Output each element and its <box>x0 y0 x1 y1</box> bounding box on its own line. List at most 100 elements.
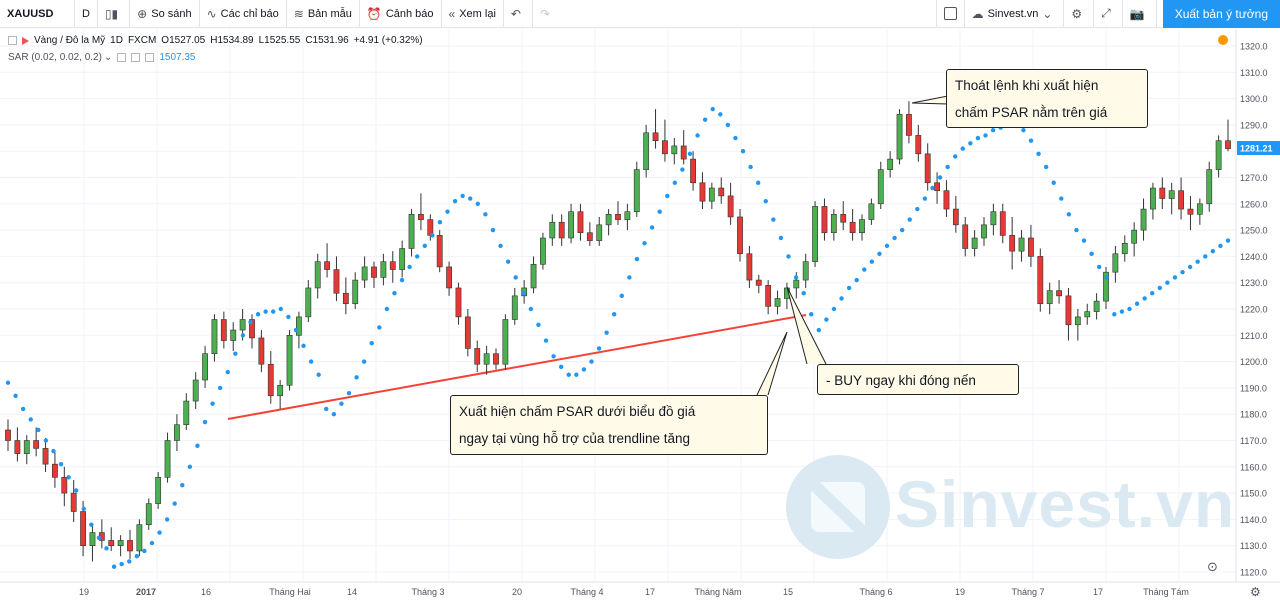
indicators-button[interactable]: ∿ Các chỉ báo <box>200 0 287 28</box>
candle-body <box>511 295 518 320</box>
callout-buy-signal[interactable]: - BUY ngay khi đóng nến <box>817 364 1019 395</box>
sar-dot <box>786 254 791 259</box>
fullscreen-box-button[interactable] <box>935 0 965 28</box>
price-chart[interactable]: 1120.0 1130.0 1140.0 1150.0 1160.0 1170.0 1180… <box>0 29 1280 600</box>
sar-dot <box>1127 306 1132 312</box>
sar-dot <box>490 227 496 233</box>
candle-body <box>708 187 715 202</box>
sar-dot <box>96 535 102 541</box>
sar-label[interactable]: SAR (0.02, 0.02, 0.2) <box>8 52 102 63</box>
sar-dot <box>286 314 291 320</box>
settings-icon[interactable] <box>131 53 141 62</box>
close-icon[interactable] <box>145 53 155 62</box>
layout-account-button[interactable]: ☁ Sinvest.vn ⌄ <box>965 0 1065 28</box>
alerts-button[interactable]: ⏰ Cảnh báo <box>360 0 442 28</box>
sar-dot <box>1218 243 1223 249</box>
publish-idea-button[interactable]: Xuất bản ý tưởng <box>1162 0 1280 28</box>
sar-dot <box>202 419 208 425</box>
sar-dot <box>119 561 124 567</box>
scroll-to-realtime-icon[interactable]: ⊙ <box>1207 559 1218 574</box>
sar-dot <box>20 406 26 412</box>
sar-dot <box>369 340 374 346</box>
expand-button[interactable]: ⤢ <box>1094 0 1123 28</box>
candle-body <box>1206 169 1213 205</box>
sar-dot <box>816 327 822 333</box>
sar-dot <box>187 464 193 469</box>
sar-dot <box>384 306 390 312</box>
price-tick-label: 1120.0 <box>1240 568 1267 578</box>
sar-dot <box>930 185 935 191</box>
price-tick-label: 1230.0 <box>1240 278 1268 288</box>
sar-dot <box>475 201 481 206</box>
templates-button[interactable]: ≋ Bản mẫu <box>287 0 360 28</box>
candle-body <box>765 285 772 307</box>
sar-dot <box>983 133 988 138</box>
sar-dot <box>377 325 382 330</box>
sar-dot <box>672 180 678 185</box>
sar-dot <box>877 251 882 256</box>
callout-psar-pointer <box>756 331 788 396</box>
price-tick-label: 1140.0 <box>1240 515 1267 525</box>
undo-button[interactable]: ↶ <box>504 0 533 28</box>
sar-dot <box>953 154 958 159</box>
sar-dot <box>589 359 594 364</box>
candle-body <box>1150 187 1156 210</box>
trendline <box>227 314 807 420</box>
callout-exit-signal[interactable]: Thoát lệnh khi xuất hiện chấm PSAR nằm t… <box>946 69 1148 128</box>
callout-psar-line1: Xuất hiện chấm PSAR dưới biểu đồ giá <box>459 404 696 419</box>
candle-body <box>502 319 509 365</box>
trendline-layer <box>227 314 807 420</box>
replay-icon: « <box>448 6 456 21</box>
sar-dot <box>28 417 33 422</box>
sar-dot <box>642 241 647 246</box>
chart-type-button[interactable]: ▯▮ <box>98 0 131 28</box>
series-title: Vàng / Đô la Mỹ <box>34 35 106 46</box>
redo-button[interactable]: ↷ <box>533 0 561 28</box>
candle-body <box>5 429 11 441</box>
sar-dot <box>43 438 49 443</box>
sar-dot <box>596 346 602 351</box>
sar-dot <box>604 330 609 335</box>
candles-layer <box>5 101 1231 562</box>
sar-dot <box>1104 275 1109 280</box>
candle-body <box>624 211 631 220</box>
price-tick-label: 1200.0 <box>1240 357 1268 367</box>
snapshot-button[interactable]: 📷 <box>1123 0 1157 28</box>
replay-button[interactable]: « Xem lại <box>442 0 504 28</box>
sar-dot <box>346 390 352 396</box>
square-icon <box>943 7 957 20</box>
axis-settings-icon[interactable]: ⚙ <box>1250 585 1261 599</box>
sar-dot <box>1150 291 1155 296</box>
sar-dot <box>892 235 897 241</box>
sar-dot <box>73 488 79 493</box>
callout-psar-support[interactable]: Xuất hiện chấm PSAR dưới biểu đồ giá nga… <box>450 395 768 455</box>
sar-dot <box>180 483 185 488</box>
sar-dot <box>301 343 306 349</box>
candle-body <box>1046 290 1053 305</box>
interval-label: D <box>82 7 90 20</box>
candle-body <box>155 477 162 504</box>
sar-dot <box>134 554 140 559</box>
candle-body <box>1215 140 1222 170</box>
sar-dot <box>536 322 541 327</box>
collapse-legend-button[interactable] <box>8 36 17 45</box>
sar-dot <box>558 364 564 370</box>
callout-buy-pointer <box>786 286 827 365</box>
settings-button[interactable]: ⚙ <box>1064 0 1095 28</box>
interval-button[interactable]: D <box>75 0 98 28</box>
symbol-search-button[interactable]: XAUUSD <box>0 0 75 28</box>
time-tick-label: 17 <box>1093 587 1103 597</box>
sar-dot <box>263 309 268 314</box>
compare-button[interactable]: ⊕ So sánh <box>130 0 200 28</box>
chevron-down-icon[interactable]: ⌄ <box>103 52 113 63</box>
candle-body <box>746 253 753 281</box>
eye-icon[interactable] <box>117 53 127 62</box>
candle-body <box>324 261 330 270</box>
sar-dot <box>1096 264 1102 270</box>
candle-body <box>1159 187 1166 199</box>
candle-body <box>371 266 377 278</box>
candle-body <box>230 329 237 341</box>
sar-dot <box>778 235 784 241</box>
candle-body <box>718 187 725 197</box>
candle-body <box>361 266 368 281</box>
